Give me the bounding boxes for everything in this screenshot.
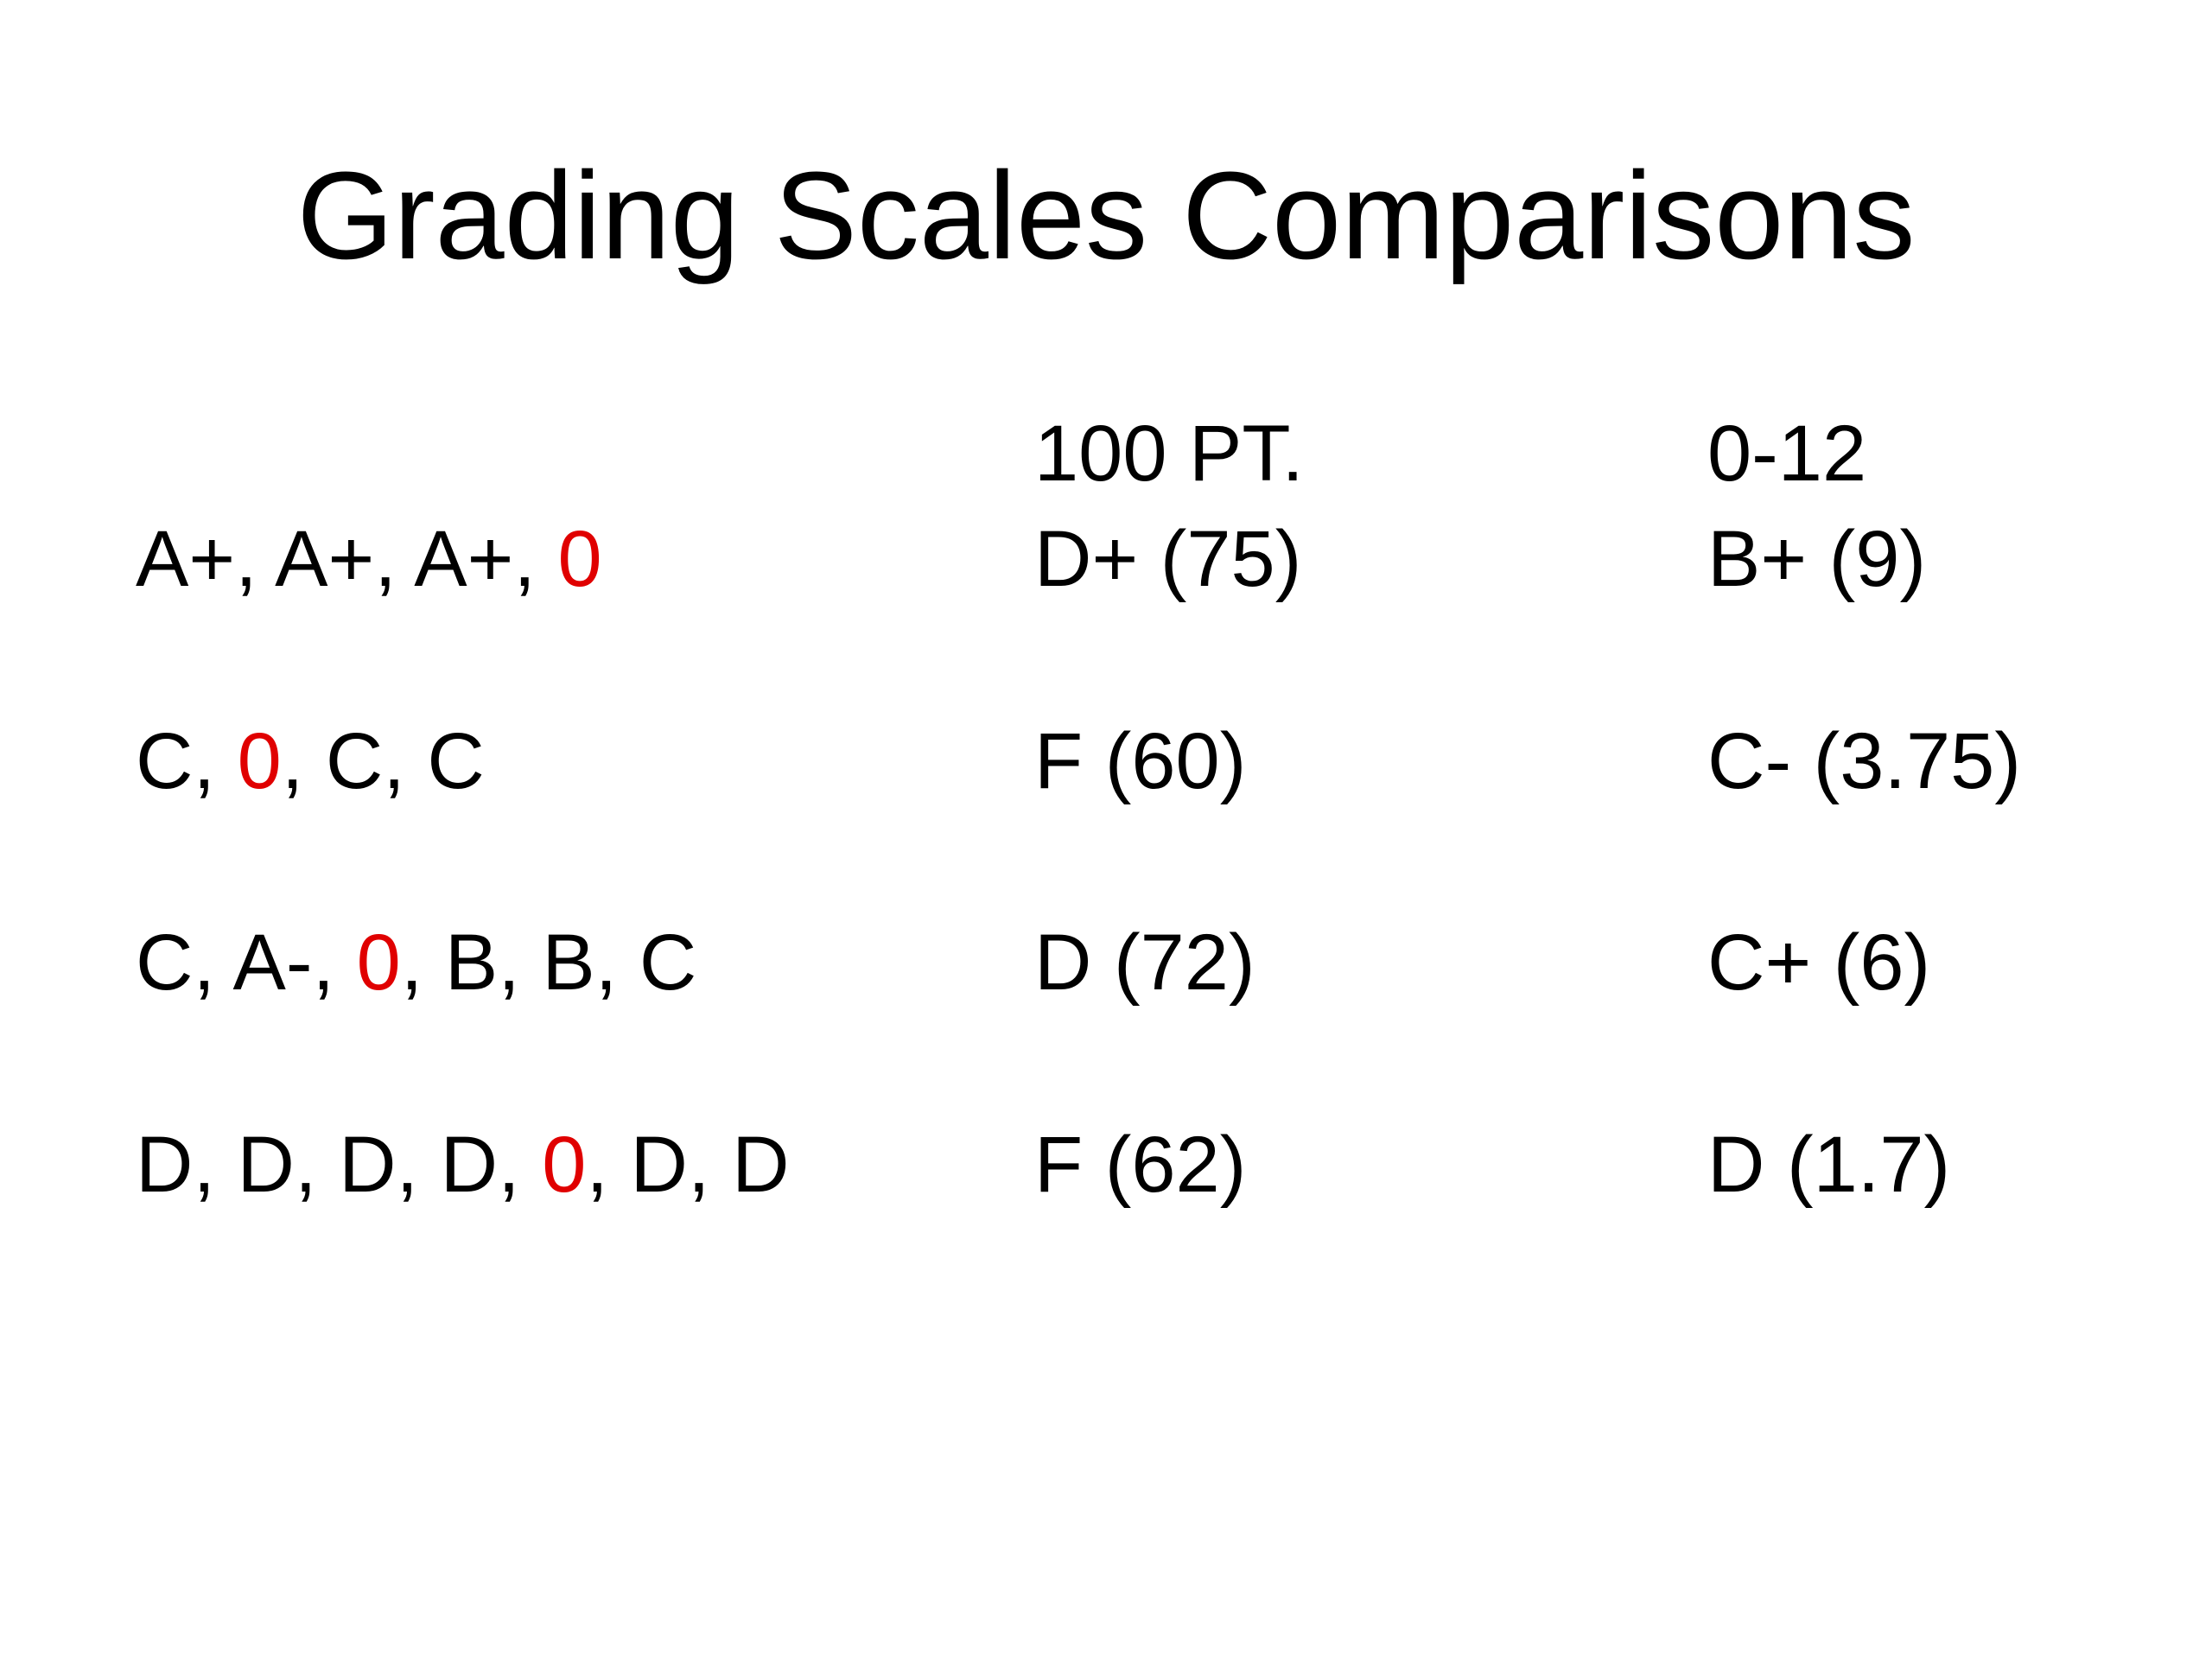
grade-segment: , C, C [281, 717, 485, 805]
grade-segment: 0 [542, 1121, 587, 1209]
column-header: 0-12 [1707, 410, 1867, 498]
score-100pt: F (60) [1034, 717, 1247, 805]
grade-segment: 0 [356, 918, 401, 1007]
grade-segment: , B, B, C [400, 918, 697, 1007]
score-100pt: D+ (75) [1034, 515, 1302, 603]
grade-segment: 0 [557, 515, 602, 603]
grade-sequence: D, D, D, D, 0, D, D [136, 1117, 790, 1212]
score-100pt: F (62) [1034, 1121, 1247, 1209]
grade-sequence: A+, A+, A+, 0 [136, 512, 602, 607]
slide-title: Grading Scales Comparisons [296, 146, 1916, 285]
grade-segment: 0 [237, 717, 282, 805]
grade-segment: C, A-, [136, 918, 357, 1007]
grade-segment: A+, A+, A+, [136, 515, 558, 603]
grade-sequence: C, 0, C, C [136, 714, 485, 809]
score-0-12: C+ (6) [1707, 918, 1931, 1007]
score-100pt: D (72) [1034, 918, 1255, 1007]
grade-segment: D, D, D, D, [136, 1121, 543, 1209]
score-0-12: C- (3.75) [1707, 717, 2021, 805]
grade-segment: C, [136, 717, 238, 805]
grade-sequence: C, A-, 0, B, B, C [136, 915, 696, 1010]
score-0-12: B+ (9) [1707, 515, 1927, 603]
column-header: 100 PT. [1034, 410, 1304, 498]
grade-segment: , D, D [586, 1121, 790, 1209]
score-0-12: D (1.7) [1707, 1121, 1951, 1209]
